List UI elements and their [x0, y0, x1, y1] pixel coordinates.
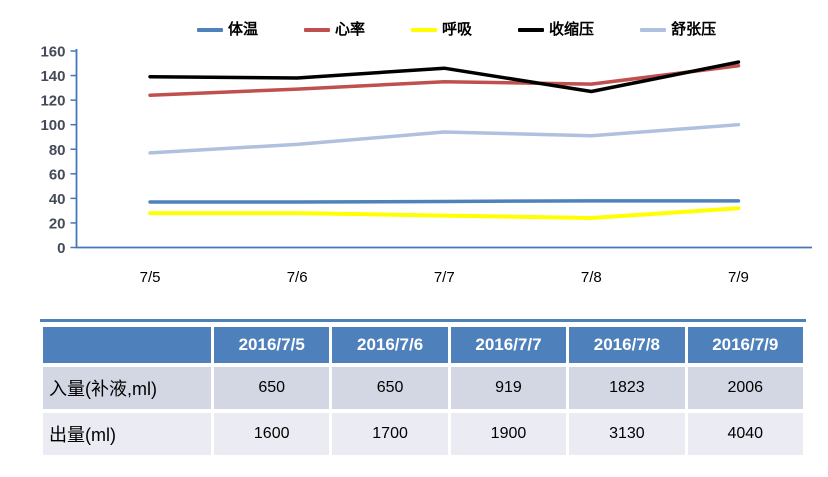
table-row-output: 出量(ml) 1600 1700 1900 3130 4040 — [43, 413, 803, 455]
y-axis-tick-label: 60 — [49, 166, 66, 183]
legend-line-icon — [304, 28, 331, 32]
value-cell: 4040 — [687, 413, 803, 455]
value-cell: 650 — [214, 367, 330, 409]
legend-label: 体温 — [228, 21, 259, 38]
table-header-date: 2016/7/9 — [687, 327, 803, 363]
value-cell: 650 — [332, 367, 448, 409]
chart-legend: 体温 心率 呼吸 收缩压 舒张压 — [197, 21, 716, 39]
y-axis-tick-label: 140 — [40, 68, 65, 85]
series-line-heart-rate — [148, 63, 741, 97]
x-axis-label: 7/7 — [434, 269, 455, 286]
y-axis-tick-label: 100 — [40, 117, 65, 134]
legend-item-temperature: 体温 — [197, 21, 258, 39]
table-header-date: 2016/7/8 — [569, 327, 685, 363]
legend-item-diastolic-pressure: 舒张压 — [640, 21, 716, 39]
y-axis-tick-label: 160 — [40, 44, 65, 61]
y-axis-tick-label: 0 — [57, 240, 65, 257]
legend-line-icon — [411, 28, 438, 32]
y-axis-tick-label: 120 — [40, 93, 65, 110]
x-axis-label: 7/8 — [581, 269, 602, 286]
table-header-date: 2016/7/7 — [450, 327, 567, 363]
table-corner-cell — [43, 327, 211, 363]
legend-item-respiration: 呼吸 — [411, 21, 472, 39]
value-cell: 2006 — [687, 367, 803, 409]
y-axis-tick-label: 80 — [49, 142, 66, 159]
intake-output-table: 2016/7/5 2016/7/6 2016/7/7 2016/7/8 2016/7/9… — [40, 319, 806, 459]
value-cell: 1600 — [214, 413, 330, 455]
legend-line-icon — [197, 28, 223, 32]
value-cell: 919 — [450, 367, 567, 409]
series-line-respiration — [148, 206, 741, 221]
series-line-systolic-pressure — [148, 60, 741, 94]
legend-item-systolic-pressure: 收缩压 — [518, 21, 594, 39]
y-axis-tick-label: 20 — [49, 215, 66, 232]
legend-label: 心率 — [335, 21, 366, 38]
table-header-date: 2016/7/5 — [214, 327, 330, 363]
y-axis-tick-label: 40 — [49, 191, 66, 208]
table-header-date: 2016/7/6 — [332, 327, 448, 363]
table-top-border — [40, 319, 806, 322]
row-label: 出量(ml) — [43, 413, 211, 455]
row-label: 入量(补液,ml) — [43, 367, 211, 409]
x-axis-label: 7/5 — [140, 269, 161, 286]
legend-line-icon — [518, 28, 545, 32]
value-cell: 3130 — [569, 413, 685, 455]
legend-item-heart-rate: 心率 — [304, 21, 365, 39]
value-cell: 1900 — [450, 413, 567, 455]
x-axis-label: 7/6 — [287, 269, 308, 286]
value-cell: 1823 — [569, 367, 685, 409]
x-axis-label: 7/9 — [728, 269, 749, 286]
intake-output-data-table: 2016/7/5 2016/7/6 2016/7/7 2016/7/8 2016/7/9… — [40, 323, 806, 459]
legend-label: 收缩压 — [549, 21, 595, 38]
legend-line-icon — [640, 28, 667, 32]
legend-label: 舒张压 — [671, 21, 717, 38]
table-header-row: 2016/7/5 2016/7/6 2016/7/7 2016/7/8 2016/7/9 — [43, 327, 803, 363]
series-line-diastolic-pressure — [148, 122, 741, 155]
series-line-temperature — [148, 199, 741, 204]
vital-signs-line-chart: 0 20 40 60 80 100 120 140 160 7/5 7/6 7/7 7/8 7/9 — [40, 44, 812, 286]
table-row-intake: 入量(补液,ml) 650 650 919 1823 2006 — [43, 367, 803, 409]
legend-label: 呼吸 — [442, 21, 473, 38]
value-cell: 1700 — [332, 413, 448, 455]
